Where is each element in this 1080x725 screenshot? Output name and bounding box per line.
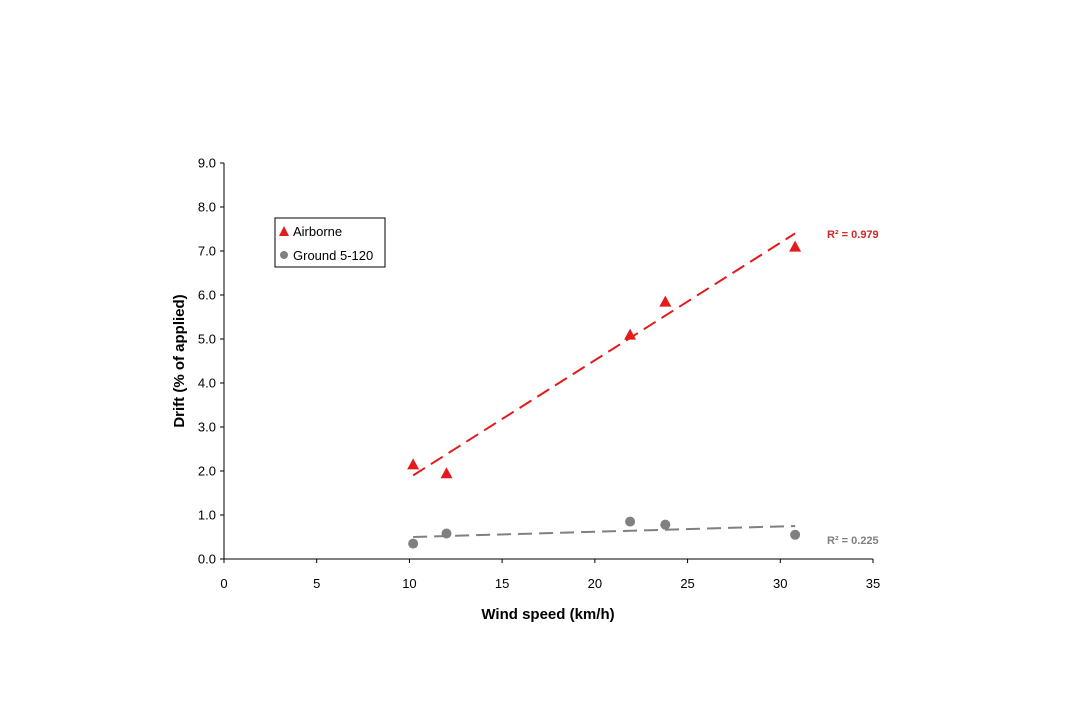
r2-label-ground: R² = 0.225	[827, 535, 879, 547]
y-tick-label: 0.0	[198, 552, 216, 567]
y-tick-label: 6.0	[198, 288, 216, 303]
x-tick-label: 5	[313, 576, 320, 591]
x-tick-label: 15	[495, 576, 509, 591]
legend-box	[274, 217, 386, 268]
data-point-airborne	[407, 458, 420, 470]
trendline-airborne	[412, 232, 796, 477]
data-point-ground	[625, 516, 636, 527]
axes: 0.0 1.0 2.0 3.0 4.0 5.0 6.0 7.0 8.0 9.0 0 5 10 15 20 25…	[198, 156, 880, 592]
y-tick-label: 8.0	[198, 200, 216, 215]
y-axis-title: Drift (% of applied)	[171, 294, 188, 427]
x-tick-label: 30	[773, 576, 787, 591]
legend-item-ground: Ground 5-120	[280, 248, 373, 263]
data-point-airborne	[440, 467, 453, 479]
legend-label: Ground 5-120	[293, 248, 373, 263]
x-axis-title: Wind speed (km/h)	[481, 606, 614, 623]
svg-text:R² = 0.979: R² = 0.979	[827, 229, 879, 241]
trendline-ground	[413, 525, 796, 538]
trendlines	[412, 232, 796, 538]
y-tick-label: 7.0	[198, 244, 216, 259]
data-point-airborne	[624, 328, 637, 340]
x-tick-label: 0	[220, 576, 227, 591]
x-tick-label: 20	[588, 576, 602, 591]
legend-label: Airborne	[293, 224, 342, 239]
x-tick-label: 35	[866, 576, 880, 591]
data-point-airborne	[659, 295, 672, 307]
y-tick-label: 1.0	[198, 508, 216, 523]
y-tick-label: 5.0	[198, 332, 216, 347]
y-tick-label: 9.0	[198, 156, 216, 171]
legend-item-airborne: Airborne	[279, 224, 342, 239]
y-tick-label: 2.0	[198, 464, 216, 479]
data-point-ground	[790, 529, 801, 540]
x-tick-label: 25	[680, 576, 694, 591]
data-point-ground	[660, 519, 671, 530]
data-point-airborne	[789, 240, 802, 252]
triangle-marker-icon	[279, 226, 289, 236]
r2-label-airborne: R² = 0.979	[827, 229, 879, 241]
x-tick-label: 10	[402, 576, 416, 591]
circle-marker-icon	[280, 251, 288, 259]
data-point-ground	[408, 538, 419, 549]
y-tick-label: 4.0	[198, 376, 216, 391]
data-points	[407, 240, 802, 549]
data-point-ground	[441, 528, 452, 539]
svg-text:R² = 0.225: R² = 0.225	[827, 535, 879, 547]
y-tick-label: 3.0	[198, 420, 216, 435]
legend: Airborne Ground 5-120	[274, 217, 386, 268]
